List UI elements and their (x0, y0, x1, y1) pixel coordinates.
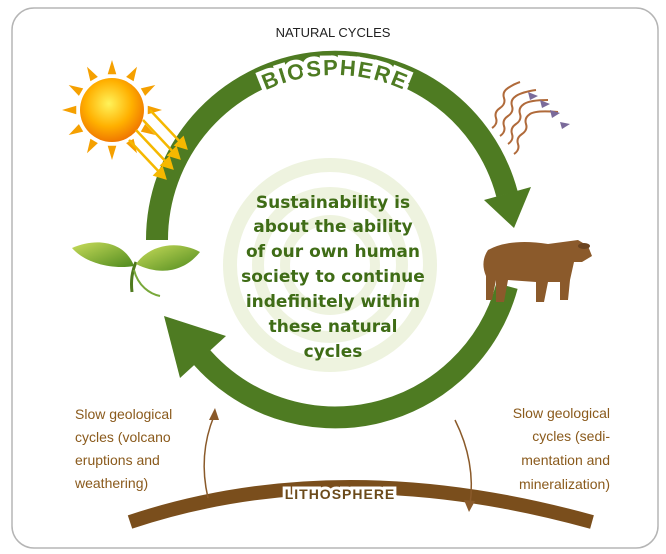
center-line: these natural (269, 317, 398, 337)
center-line: Sustainability is (256, 193, 410, 213)
note-line: Slow geological (513, 405, 610, 421)
center-line: of our own human (246, 242, 420, 262)
note-line: weathering) (74, 475, 148, 491)
diagram: NATURAL CYCLES BIOSPHERE Sustainability … (0, 0, 666, 554)
center-line: about the ability (253, 217, 412, 237)
note-line: cycles (sedi- (532, 428, 610, 444)
note-line: cycles (volcano (75, 429, 171, 445)
center-line: cycles (304, 342, 363, 362)
note-line: Slow geological (75, 406, 172, 422)
page: {"title": "NATURAL CYCLES", "biosphere_l… (0, 0, 666, 554)
title: NATURAL CYCLES (276, 25, 391, 40)
note-line: eruptions and (75, 452, 160, 468)
lithosphere-label: LITHOSPHERE (285, 486, 396, 502)
center-line: society to continue (241, 267, 425, 287)
note-line: mineralization) (519, 476, 610, 492)
center-text: Sustainability is about the ability of o… (241, 193, 425, 362)
center-line: indefinitely within (246, 292, 420, 312)
note-line: mentation and (521, 452, 610, 468)
